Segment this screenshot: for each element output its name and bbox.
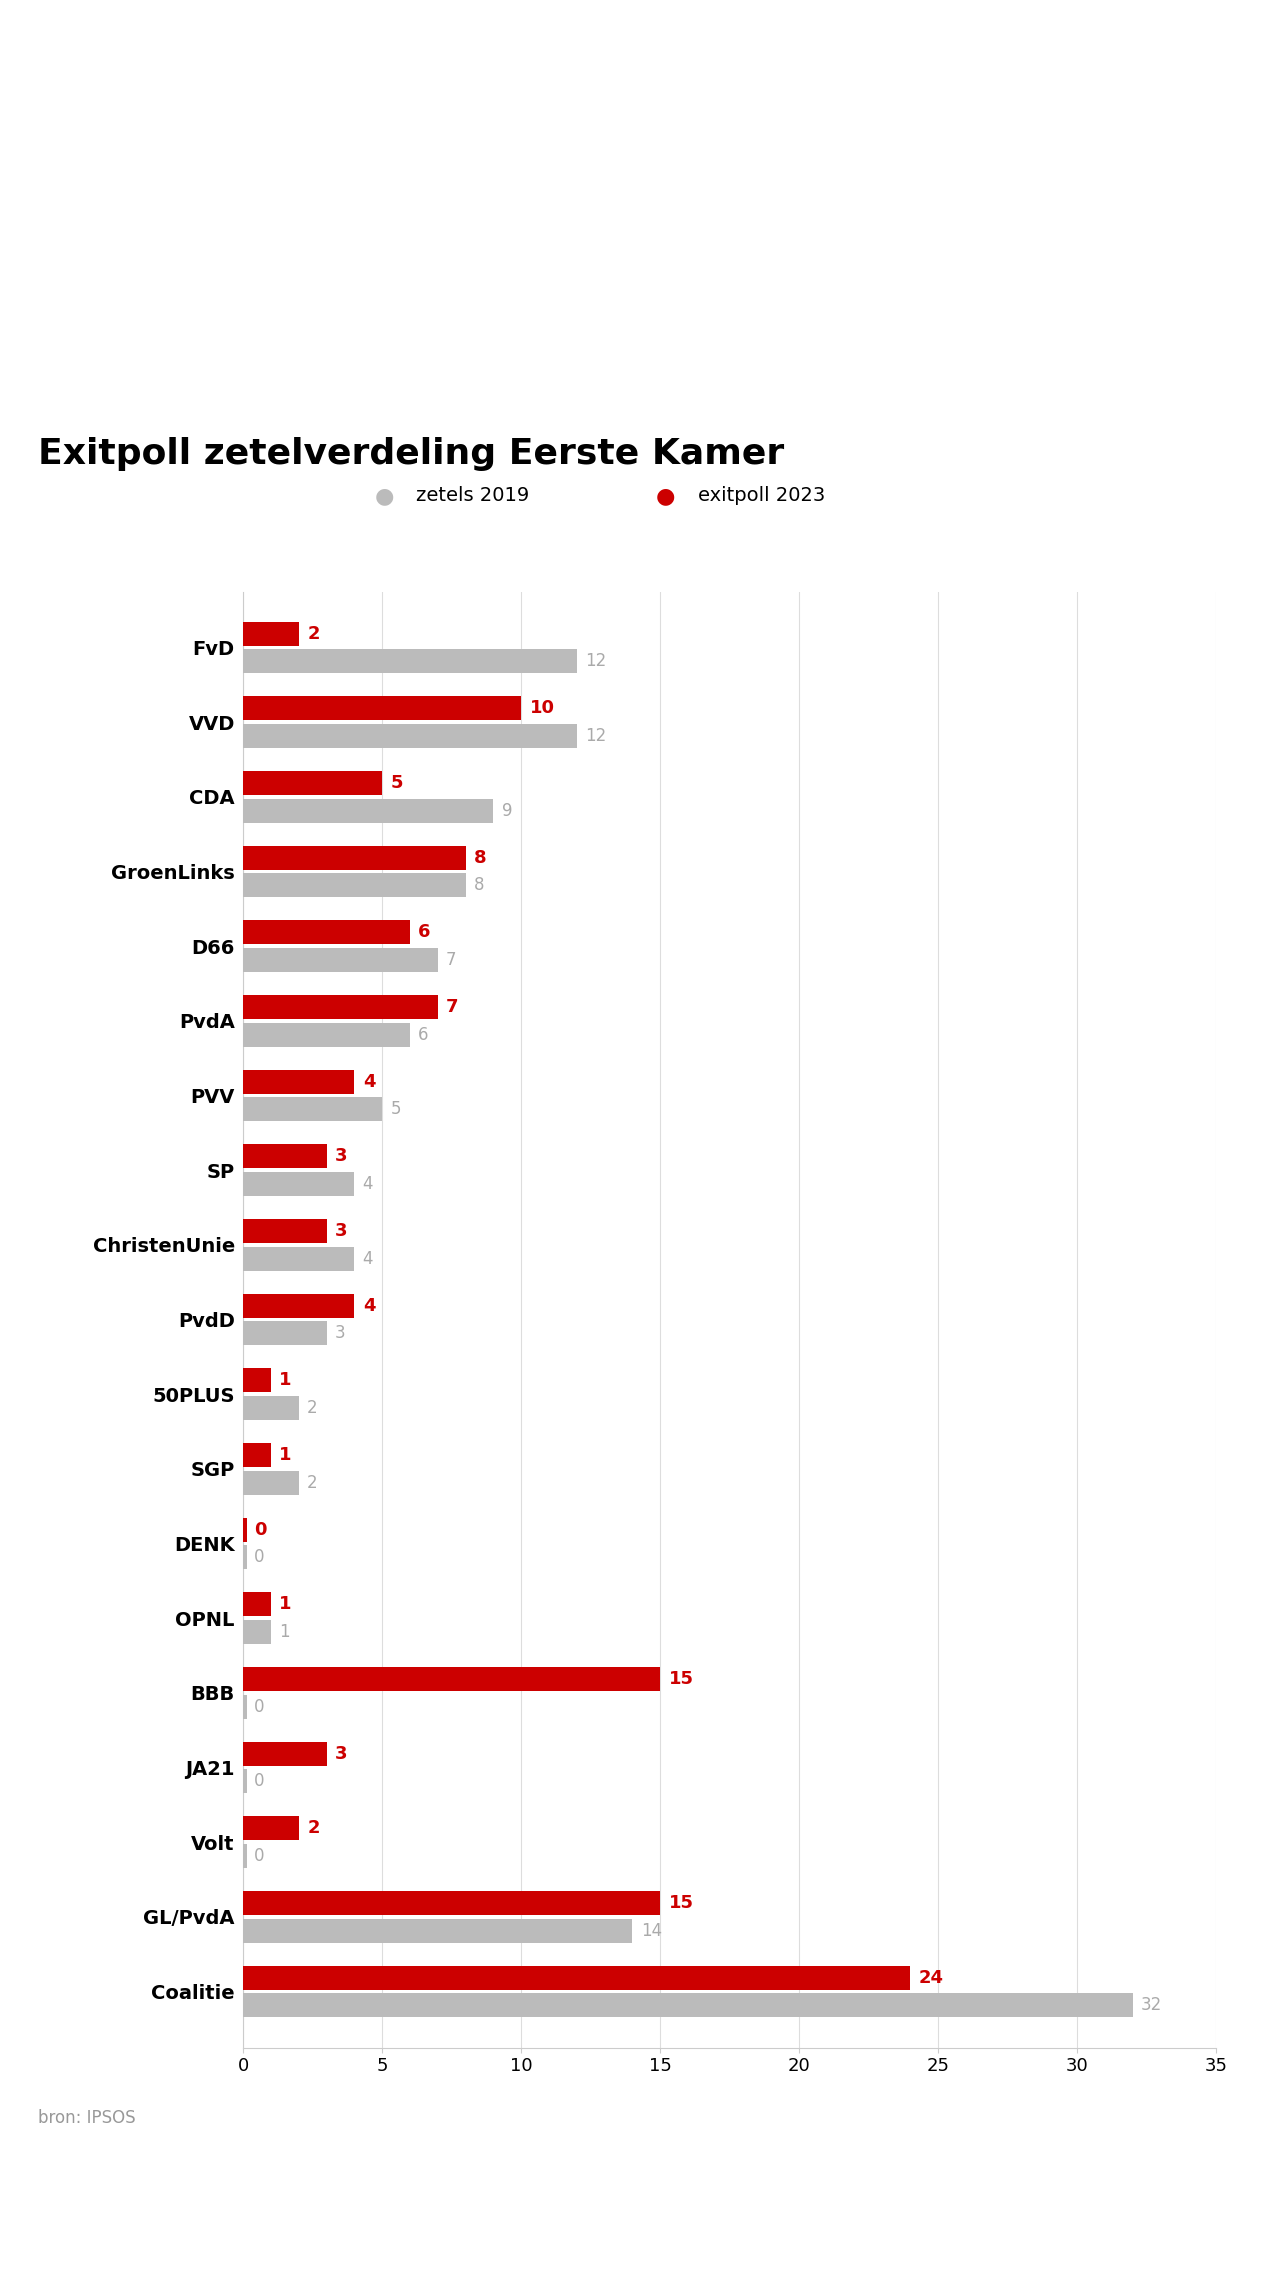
Text: 2: 2 [307,1399,317,1417]
Text: 1: 1 [279,1372,292,1390]
Bar [243,1322,326,1345]
Bar [243,799,493,824]
Text: 3: 3 [335,1324,346,1342]
Bar [243,1144,326,1169]
Bar [243,1517,247,1542]
Bar [243,1918,632,1943]
Text: 8: 8 [474,849,486,867]
Bar [243,1294,355,1317]
Bar [243,1770,247,1793]
Bar [243,1247,355,1272]
Bar [243,1966,910,1991]
Bar [243,771,383,794]
Text: 2: 2 [307,1820,320,1838]
Bar [243,1097,383,1122]
Text: 3: 3 [335,1745,347,1763]
Text: 3: 3 [335,1147,347,1165]
Text: 0: 0 [255,1549,265,1565]
Text: 32: 32 [1140,1997,1162,2013]
Bar [243,1815,298,1840]
Text: 10: 10 [530,698,554,717]
Bar [243,1620,271,1645]
Bar [243,1845,247,1868]
Text: 0: 0 [255,1847,265,1866]
Bar [243,1592,271,1615]
Text: 2: 2 [307,1474,317,1492]
Bar [243,1397,298,1420]
Bar [243,1891,660,1916]
Text: 14: 14 [641,1922,662,1941]
Text: 12: 12 [585,728,607,744]
Bar [243,1442,271,1467]
Text: 4: 4 [362,1249,374,1267]
Bar [243,994,438,1019]
Bar [243,1367,271,1392]
Bar [243,1069,355,1094]
Text: 24: 24 [919,1968,943,1986]
Bar [243,949,438,971]
Bar [243,1743,326,1765]
Bar [243,1024,410,1046]
Text: 0: 0 [255,1697,265,1715]
Bar [243,723,577,748]
Text: 4: 4 [362,1074,375,1090]
Bar [243,1695,247,1718]
Text: ●: ● [655,487,676,505]
Bar [243,621,298,646]
Text: 6: 6 [419,924,431,942]
Text: 6: 6 [419,1026,429,1044]
Text: 4: 4 [362,1174,374,1192]
Text: 7: 7 [447,951,457,969]
Bar [243,696,521,721]
Bar [243,1172,355,1197]
Text: 1: 1 [279,1595,292,1613]
Bar [243,874,466,896]
Text: 0: 0 [255,1772,265,1790]
Text: 7: 7 [447,999,458,1017]
Text: zetels 2019: zetels 2019 [416,487,529,505]
Bar [243,648,577,673]
Bar [243,1470,298,1495]
Text: 15: 15 [668,1895,694,1911]
Bar [243,846,466,869]
Bar [243,921,410,944]
Text: ●: ● [374,487,394,505]
Text: 15: 15 [668,1670,694,1688]
Text: 5: 5 [390,774,403,792]
Text: 1: 1 [279,1622,291,1640]
Text: 1: 1 [279,1447,292,1465]
Bar [243,1219,326,1242]
Bar [243,1993,1133,2018]
Text: 2: 2 [307,626,320,642]
Text: bron: IPSOS: bron: IPSOS [38,2109,136,2127]
Text: 3: 3 [335,1222,347,1240]
Bar [243,1545,247,1570]
Text: 0: 0 [255,1520,266,1538]
Text: Exitpoll zetelverdeling Eerste Kamer: Exitpoll zetelverdeling Eerste Kamer [38,437,785,471]
Text: 8: 8 [474,876,484,894]
Text: 9: 9 [502,801,512,819]
Text: 5: 5 [390,1101,401,1119]
Text: 4: 4 [362,1297,375,1315]
Bar [243,1668,660,1690]
Text: exitpoll 2023: exitpoll 2023 [698,487,824,505]
Text: 12: 12 [585,653,607,671]
